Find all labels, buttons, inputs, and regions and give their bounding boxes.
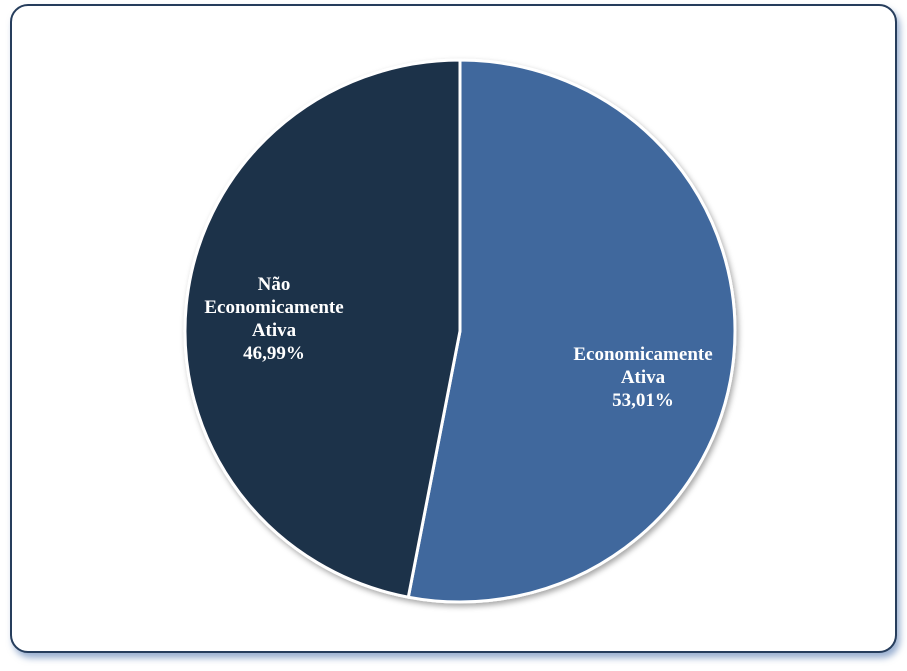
pie-slice-1 (183, 58, 462, 599)
pie-slice-category-label: Não (258, 274, 291, 295)
pie-slice-value-label: 46,99% (243, 343, 305, 364)
pie-slices (183, 58, 737, 604)
pie-labels: Economicamente Ativa 53,01%Não Economicamen… (204, 274, 712, 411)
pie-slice-0 (406, 58, 737, 604)
pie-slice-category-label: Ativa (252, 320, 297, 341)
pie-slice-category-label: Economicamente (204, 297, 343, 318)
pie-slice-value-label: 53,01% (612, 390, 674, 411)
pie-slice-label-0: Economicamente Ativa 53,01% (573, 344, 712, 411)
pie-slice-category-label: Economicamente (573, 344, 712, 365)
pie-slice-category-label: Ativa (621, 367, 666, 388)
pie-slice-label-1: Não Economicamente Ativa 46,99% (204, 274, 343, 364)
